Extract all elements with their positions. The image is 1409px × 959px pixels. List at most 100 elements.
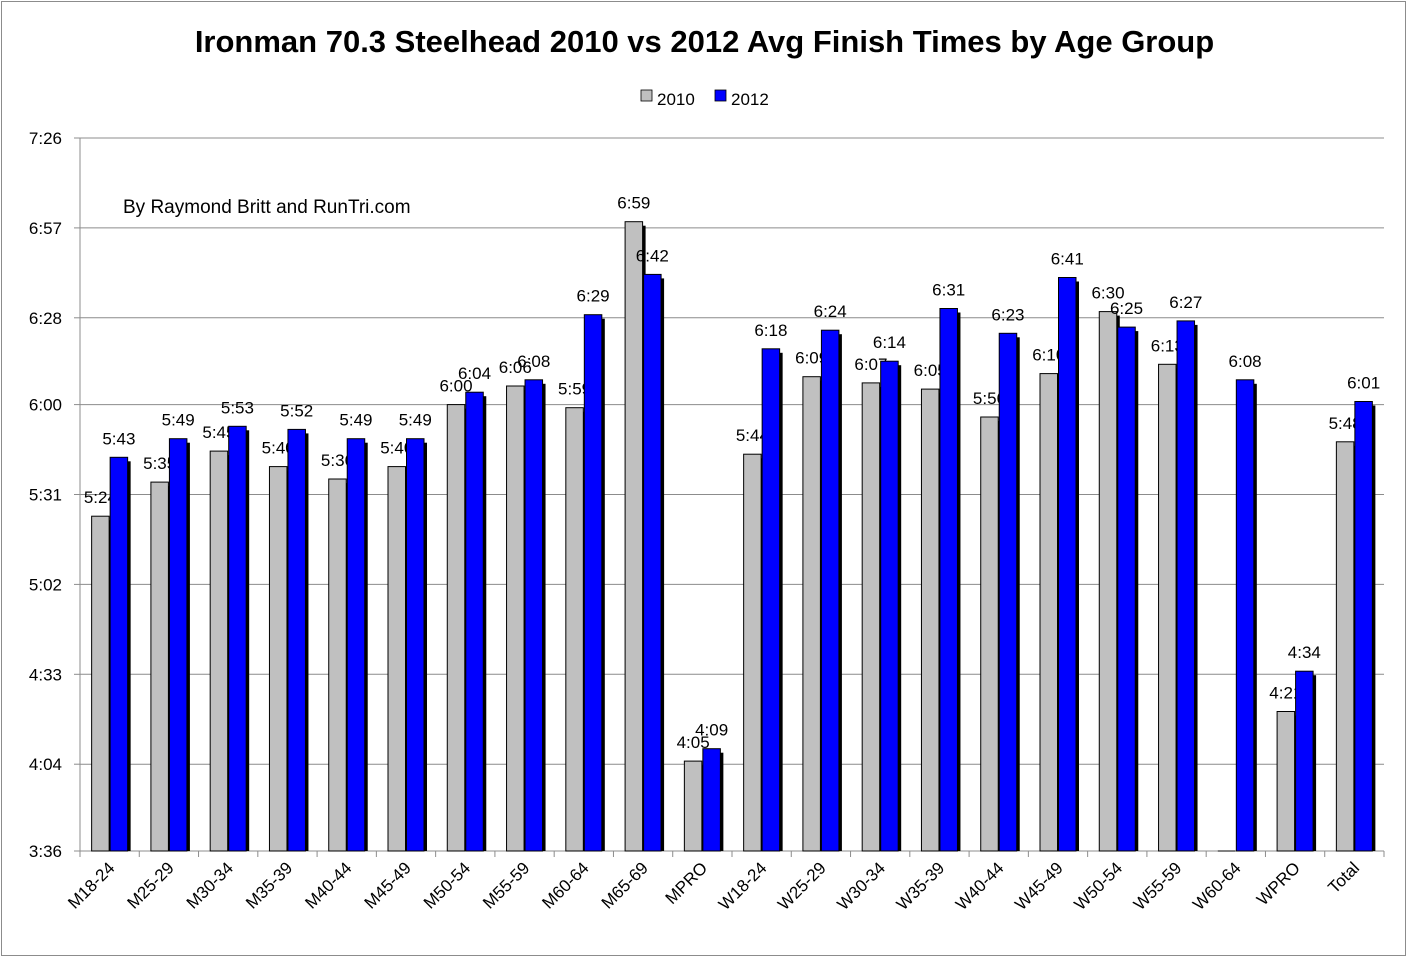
bar-2012 — [228, 425, 247, 852]
bar-2012 — [761, 348, 781, 852]
category-label: M18-24 — [64, 858, 118, 912]
data-label-2010: 6:06 — [499, 358, 532, 377]
bar-2010 — [91, 515, 110, 852]
data-label-2010: 5:36 — [321, 451, 354, 470]
data-label-2010: 5:44 — [736, 426, 769, 445]
category-label: W60-64 — [1189, 858, 1245, 914]
data-label-2012: 6:18 — [754, 321, 787, 340]
legend-label-2012: 2012 — [731, 90, 769, 109]
bar-2012 — [1176, 320, 1196, 852]
y-tick-label: 4:04 — [29, 755, 62, 774]
bar-2010 — [1335, 441, 1355, 852]
bar-2012 — [287, 428, 306, 852]
legend-swatch-2012 — [714, 89, 727, 102]
category-label: M65-69 — [598, 858, 652, 912]
bar-2010 — [802, 376, 821, 852]
y-tick-label: 6:28 — [29, 309, 62, 328]
bar-2010 — [1158, 363, 1177, 852]
bar-2010 — [861, 382, 881, 852]
data-label-2010: 5:40 — [262, 439, 295, 458]
bar-2010 — [268, 466, 288, 852]
data-label-2012: 5:49 — [162, 411, 195, 430]
category-label: M60-64 — [538, 858, 592, 912]
bar-2010 — [328, 478, 347, 852]
y-tick-label: 6:00 — [29, 396, 62, 415]
bar-2012 — [998, 332, 1018, 852]
legend-label-2010: 2010 — [657, 90, 695, 109]
data-label-2010: 5:45 — [202, 423, 235, 442]
data-label-2012: 6:29 — [577, 287, 610, 306]
data-label-2010: 6:10 — [1032, 346, 1065, 365]
data-label-2012: 6:24 — [814, 302, 847, 321]
data-label-2012: 6:25 — [1110, 299, 1143, 318]
bar-2010 — [683, 760, 703, 852]
category-label: W18-24 — [715, 858, 771, 914]
data-label-2010: 5:48 — [1329, 414, 1362, 433]
y-tick-label: 4:33 — [29, 665, 62, 684]
data-label-2012: 6:08 — [517, 352, 550, 371]
data-label-2010: 6:09 — [795, 349, 828, 368]
data-label-2010: 4:21 — [1269, 684, 1302, 703]
data-label-2012: 5:49 — [399, 411, 432, 430]
category-label: M40-44 — [301, 858, 355, 912]
bar-2012 — [1295, 670, 1314, 852]
data-label-2010: 6:59 — [617, 194, 650, 213]
bar-2010 — [1276, 711, 1296, 852]
bar-2010 — [506, 385, 525, 852]
category-label: M45-49 — [361, 858, 415, 912]
bar-2010 — [920, 388, 940, 852]
chart-title: Ironman 70.3 Steelhead 2010 vs 2012 Avg … — [194, 24, 1215, 59]
category-label: W45-49 — [1011, 858, 1067, 914]
data-label-2012: 6:42 — [636, 246, 669, 265]
data-label-2010: 5:59 — [558, 380, 591, 399]
data-label-2010: 6:00 — [439, 377, 472, 396]
data-label-2010: 4:05 — [677, 733, 710, 752]
y-tick-label: 5:02 — [29, 575, 62, 594]
bar-2012 — [820, 329, 840, 852]
bar-2010 — [150, 481, 169, 852]
data-label-2012: 6:41 — [1051, 250, 1084, 269]
category-label: M50-54 — [420, 858, 474, 912]
category-label: W35-39 — [893, 858, 949, 914]
bar-2012 — [643, 273, 662, 852]
bar-2012 — [1058, 277, 1077, 852]
data-label-2010: 6:07 — [854, 355, 887, 374]
data-label-2012: 4:34 — [1288, 643, 1321, 662]
y-tick-label: 7:26 — [29, 129, 62, 148]
bar-2012 — [346, 438, 366, 852]
data-label-2012: 5:52 — [280, 401, 313, 420]
bar-2012 — [880, 360, 899, 852]
bar-2012 — [1354, 401, 1373, 852]
y-tick-label: 5:31 — [29, 486, 62, 505]
bar-2010 — [209, 450, 229, 852]
bar-2012 — [109, 456, 129, 852]
data-label-2012: 6:04 — [458, 364, 491, 383]
data-label-2012: 5:49 — [339, 411, 372, 430]
category-label: W30-34 — [833, 858, 889, 914]
y-tick-label: 6:57 — [29, 219, 62, 238]
bar-2012 — [583, 314, 603, 852]
credit-annotation: By Raymond Britt and RunTri.com — [123, 197, 411, 218]
bar-2010 — [1039, 373, 1058, 852]
category-label: W50-54 — [1071, 858, 1127, 914]
bar-2010 — [446, 404, 466, 852]
category-label: M30-34 — [183, 858, 237, 912]
category-label: W55-59 — [1130, 858, 1186, 914]
data-label-2010: 6:13 — [1151, 336, 1184, 355]
data-label-2010: 5:40 — [380, 439, 413, 458]
data-label-2012: 4:09 — [695, 721, 728, 740]
data-label-2012: 6:31 — [932, 281, 965, 300]
data-label-2010: 6:05 — [914, 361, 947, 380]
y-tick-label: 3:36 — [29, 842, 62, 861]
bar-2010 — [980, 416, 999, 852]
bar-2010 — [565, 407, 584, 852]
legend-swatch-2010 — [640, 89, 653, 102]
category-label: WPRO — [1253, 858, 1304, 909]
category-label: W40-44 — [952, 858, 1008, 914]
bar-2010 — [743, 453, 762, 852]
bar-2012 — [1117, 326, 1136, 852]
data-label-2012: 5:53 — [221, 398, 254, 417]
bar-2012 — [939, 308, 958, 852]
